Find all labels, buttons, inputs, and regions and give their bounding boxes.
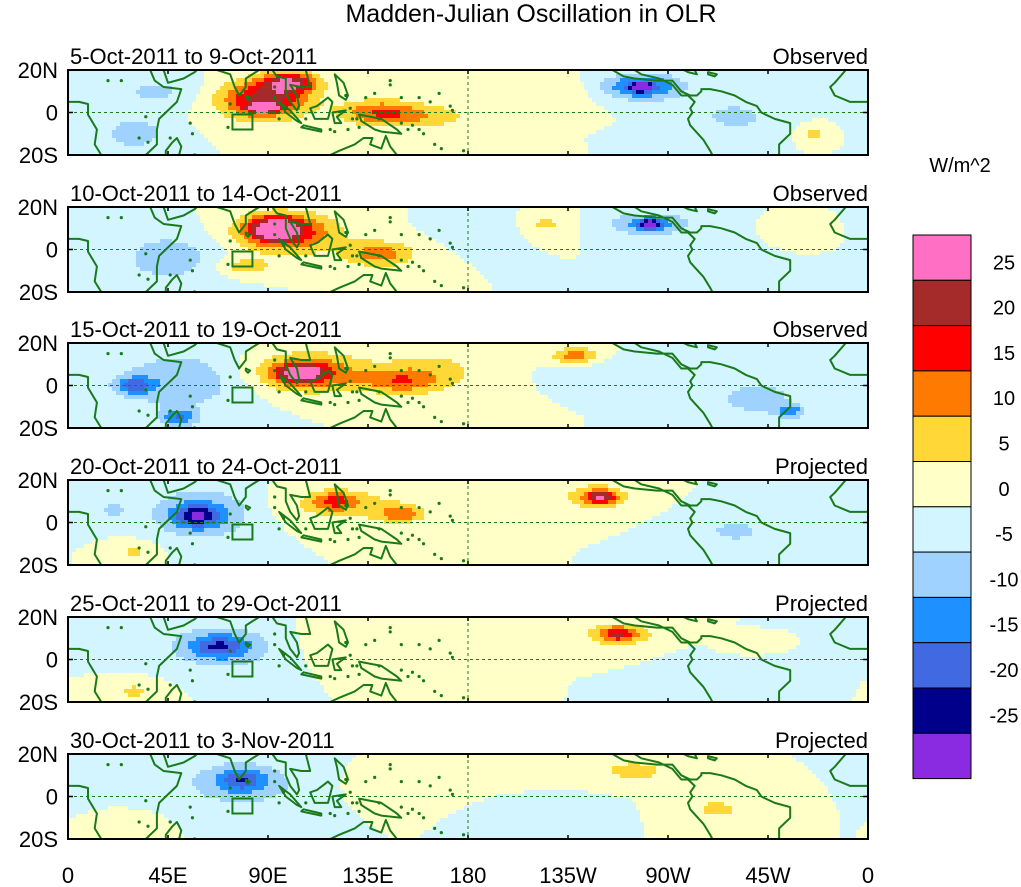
olr-field	[68, 70, 868, 155]
lon-tick-label: 45E	[148, 863, 187, 887]
coastlines	[68, 754, 868, 839]
coastlines	[68, 70, 868, 155]
colorbar-label: 15	[993, 343, 1015, 365]
lat-tick-label: 0	[46, 101, 58, 126]
colorbar-label: 20	[993, 298, 1015, 320]
lon-tick-label: 180	[450, 863, 487, 887]
colorbar-swatch	[912, 506, 972, 553]
lat-tick-label: 20S	[19, 416, 58, 441]
panel-period: 20-Oct-2011 to 24-Oct-2011	[70, 454, 342, 479]
chart-title: Madden-Julian Oscillation in OLR	[345, 0, 716, 28]
panel-period: 25-Oct-2011 to 29-Oct-2011	[70, 591, 342, 616]
region-box	[231, 523, 254, 541]
region-box	[231, 113, 254, 131]
longitude-axis: 0 45E 90E 135E 180 135W 90W 45W 0	[62, 863, 874, 887]
colorbar-label: 25	[993, 252, 1015, 274]
coastlines	[68, 207, 868, 292]
colorbar-label: -15	[990, 615, 1019, 637]
colorbar-swatch	[912, 732, 972, 780]
colorbar-swatch	[912, 596, 972, 644]
colorbar-units: W/m^2	[929, 155, 991, 177]
colorbar: W/m^2 25 20 15 10 5 0 -5 -10 -15 -20 -25	[912, 155, 1019, 780]
panel-6: 20N 0 20S 30-Oct-2011 to 3-Nov-2011 Projecte…	[18, 728, 869, 852]
region-box	[231, 660, 254, 678]
colorbar-swatch	[912, 234, 972, 281]
lat-tick-label: 20N	[18, 58, 58, 83]
lon-tick-label: 135E	[342, 863, 393, 887]
lat-tick-label: 20S	[19, 143, 58, 168]
region-box	[231, 386, 254, 404]
colorbar-label: -20	[990, 660, 1019, 682]
colorbar-swatch	[912, 325, 972, 372]
panel-period: 5-Oct-2011 to 9-Oct-2011	[70, 44, 317, 69]
panel-period: 15-Oct-2011 to 19-Oct-2011	[70, 317, 342, 342]
lat-tick-label: 20N	[18, 195, 58, 220]
colorbar-swatch	[912, 415, 972, 463]
panel-status: Observed	[773, 44, 868, 69]
colorbar-swatch	[912, 642, 972, 689]
panel-5: 20N 0 20S 25-Oct-2011 to 29-Oct-2011 Project…	[18, 591, 869, 715]
region-box	[231, 797, 254, 815]
lat-tick-label: 20N	[18, 605, 58, 630]
lat-tick-label: 20S	[19, 690, 58, 715]
panel-1: 20N 0 20S 5-Oct-2011 to 9-Oct-2011 Observed	[18, 44, 869, 168]
panel-2: 20N 0 20S 10-Oct-2011 to 14-Oct-2011 Observe…	[18, 181, 869, 305]
lat-tick-label: 0	[46, 511, 58, 536]
panel-status: Observed	[773, 317, 868, 342]
lon-tick-label: 45W	[745, 863, 790, 887]
colorbar-swatch	[912, 687, 972, 734]
lon-tick-label: 135W	[539, 863, 597, 887]
colorbar-swatch	[912, 461, 972, 508]
lon-tick-label: 0	[62, 863, 74, 887]
lat-tick-label: 0	[46, 374, 58, 399]
lon-tick-label: 0	[862, 863, 874, 887]
colorbar-swatch	[912, 370, 972, 417]
lat-tick-label: 0	[46, 785, 58, 810]
lat-tick-label: 0	[46, 648, 58, 673]
coastlines	[68, 480, 868, 565]
lon-tick-label: 90E	[248, 863, 287, 887]
lat-tick-label: 20N	[18, 468, 58, 493]
panel-status: Projected	[775, 591, 868, 616]
panel-status: Projected	[775, 728, 868, 753]
colorbar-label: -25	[990, 705, 1019, 727]
panel-4: 20N 0 20S 20-Oct-2011 to 24-Oct-2011 Project…	[18, 454, 869, 578]
lat-tick-label: 20N	[18, 742, 58, 767]
panel-status: Observed	[773, 181, 868, 206]
colorbar-label: -10	[990, 569, 1019, 591]
lat-tick-label: 0	[46, 238, 58, 263]
panel-period: 30-Oct-2011 to 3-Nov-2011	[70, 728, 335, 753]
colorbar-label: -5	[995, 524, 1013, 546]
colorbar-label: 10	[993, 388, 1015, 410]
lat-tick-label: 20N	[18, 331, 58, 356]
coastlines	[68, 343, 868, 428]
colorbar-swatch	[912, 279, 972, 327]
panel-status: Projected	[775, 454, 868, 479]
lat-tick-label: 20S	[19, 827, 58, 852]
lon-tick-label: 90W	[645, 863, 690, 887]
coastlines	[68, 617, 868, 702]
panel-period: 10-Oct-2011 to 14-Oct-2011	[70, 181, 342, 206]
colorbar-swatch	[912, 551, 972, 598]
colorbar-label: 0	[998, 479, 1009, 501]
lat-tick-label: 20S	[19, 280, 58, 305]
colorbar-label: 5	[998, 434, 1009, 456]
lat-tick-label: 20S	[19, 553, 58, 578]
region-box	[231, 250, 254, 268]
panel-3: 20N 0 20S 15-Oct-2011 to 19-Oct-2011 Observe…	[18, 317, 869, 441]
